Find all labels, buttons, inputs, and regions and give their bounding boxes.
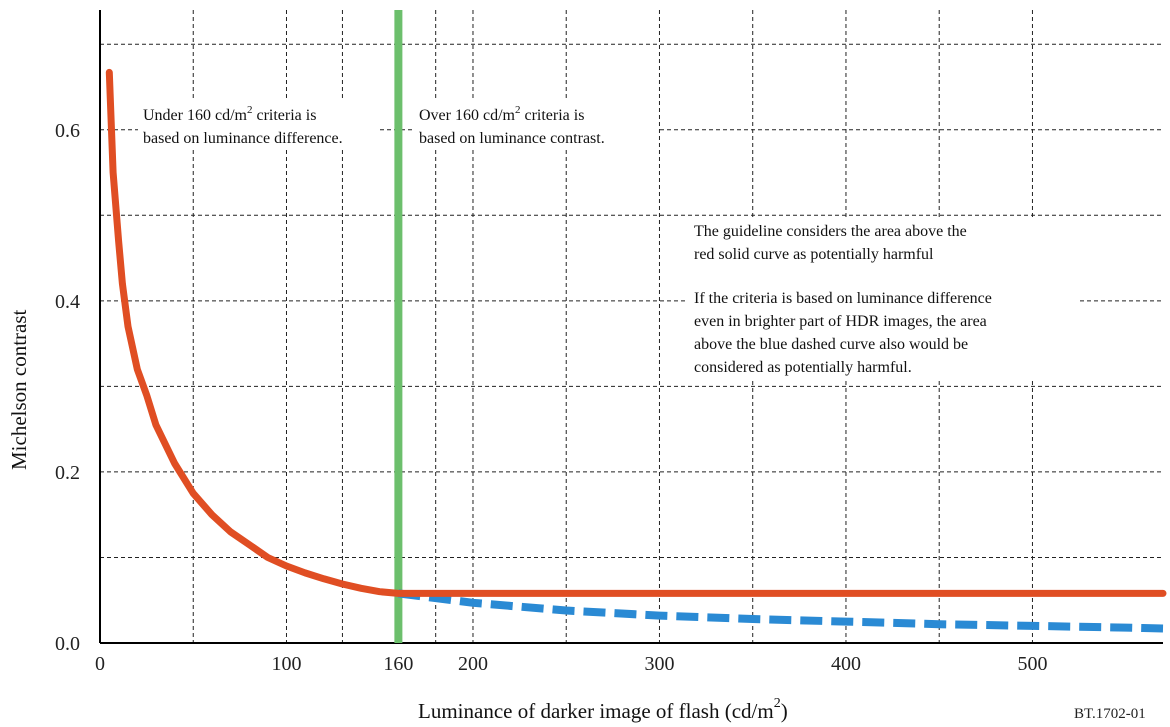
annotation-hdr-line4: considered as potentially harmful. (694, 359, 912, 376)
annotation-guideline-line1: The guideline considers the area above t… (694, 223, 967, 240)
annotation-guideline-line2: red solid curve as potentially harmful (694, 246, 934, 263)
x-tick-label: 400 (831, 653, 861, 675)
annotation-under-160-background (138, 98, 378, 150)
x-tick-label: 0 (95, 653, 105, 675)
y-tick-label: 0.0 (55, 633, 80, 655)
y-tick-label: 0.6 (55, 120, 80, 142)
annotation-guideline: The guideline considers the area above t… (688, 218, 1080, 378)
x-axis-title: Luminance of darker image of flash (cd/m… (418, 696, 788, 723)
annotation-under-160-line2: based on luminance difference. (143, 130, 343, 147)
series-group (105, 68, 1167, 633)
tick-labels: 0 100 160 200 300 400 500 0.0 0.2 0.4 0.6 (55, 120, 1047, 675)
annotation-hdr-line3: above the blue dashed curve also would b… (694, 336, 968, 353)
annotation-guideline-background (688, 218, 1080, 378)
annotation-over-160-line2: based on luminance contrast. (419, 130, 605, 147)
x-tick-label: 200 (458, 653, 488, 675)
annotation-under-160: Under 160 cd/m2 criteria is based on lum… (138, 98, 378, 150)
annotation-hdr-line2: even in brighter part of HDR images, the… (694, 313, 987, 330)
x-tick-label: 160 (383, 653, 413, 675)
x-tick-label: 300 (644, 653, 674, 675)
y-axis-title: Michelson contrast (7, 309, 31, 470)
annotation-hdr-line1: If the criteria is based on luminance di… (694, 290, 992, 307)
x-tick-label: 500 (1017, 653, 1047, 675)
annotation-over-160-line1: Over 160 cd/m2 criteria is (419, 104, 584, 124)
axes (99, 10, 1163, 644)
x-tick-label: 100 (271, 653, 301, 675)
y-tick-label: 0.4 (55, 291, 80, 313)
annotation-over-160-background (414, 98, 658, 150)
y-tick-label: 0.2 (55, 462, 80, 484)
series-dashed-curve (397, 589, 1164, 633)
figure-code: BT.1702-01 (1074, 706, 1146, 722)
series-solid-curve (105, 68, 1167, 597)
annotation-over-160: Over 160 cd/m2 criteria is based on lumi… (414, 98, 658, 150)
annotation-under-160-line1: Under 160 cd/m2 criteria is (143, 104, 316, 124)
